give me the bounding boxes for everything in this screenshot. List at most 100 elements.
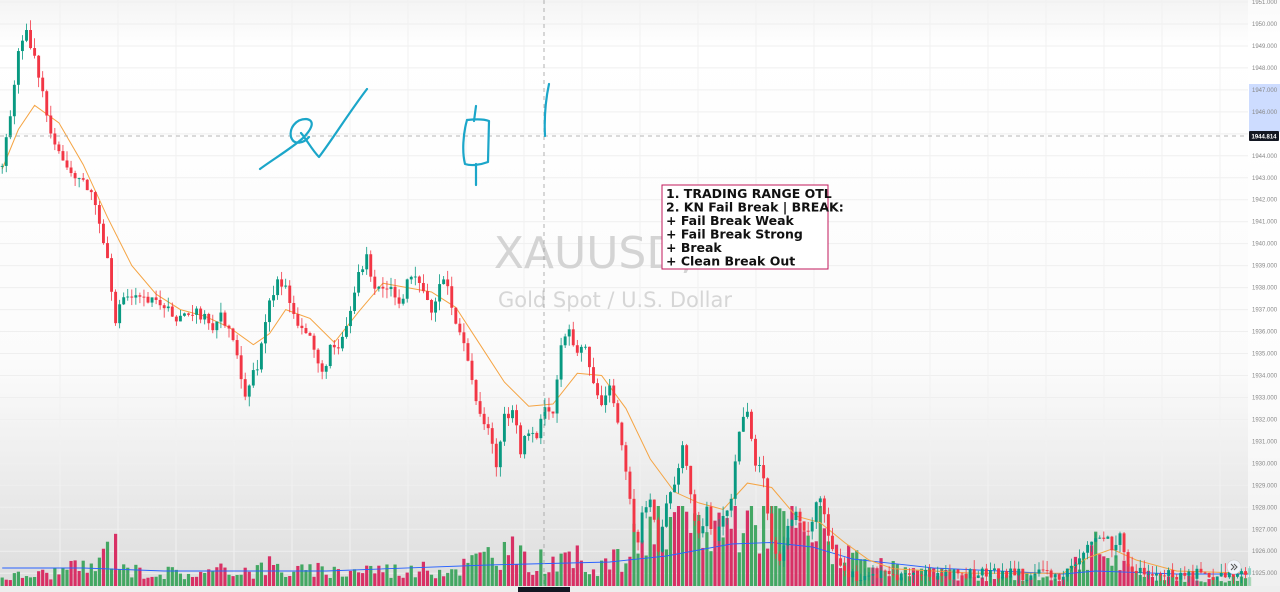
candle-body: [762, 465, 766, 479]
candle-body: [33, 48, 37, 56]
volume-bar: [1142, 576, 1146, 586]
candle-body: [1045, 570, 1049, 572]
grid: [0, 0, 1248, 586]
volume-bar: [361, 573, 365, 586]
candle-body: [883, 570, 887, 572]
candle: [871, 565, 875, 585]
candle-body: [114, 291, 118, 324]
candle: [272, 285, 275, 307]
candle: [466, 338, 470, 362]
volume-bar: [1049, 580, 1053, 586]
volume-bar: [255, 565, 259, 586]
candle: [956, 569, 960, 579]
volume-bar: [652, 544, 656, 586]
volume-bar: [883, 570, 887, 586]
candle: [1187, 568, 1191, 583]
candle-body: [211, 323, 215, 331]
volume-bar: [454, 569, 458, 586]
candle-body: [1037, 569, 1041, 574]
candle-body: [187, 313, 190, 315]
candle-body: [778, 553, 782, 561]
candle: [952, 568, 956, 587]
volume-bar: [1114, 555, 1118, 586]
candle-body: [713, 529, 717, 542]
candle: [474, 379, 478, 405]
candle: [373, 269, 377, 295]
candle: [381, 277, 385, 298]
scroll-to-realtime-button[interactable]: [1226, 559, 1242, 575]
candle: [754, 434, 757, 472]
volume-bar: [97, 557, 101, 586]
candle: [401, 294, 405, 306]
volume-bar: [729, 528, 733, 586]
candle: [689, 465, 693, 504]
volume-bar: [1094, 531, 1098, 586]
candle: [89, 188, 93, 201]
candle-body: [259, 343, 263, 370]
candle-body: [936, 573, 940, 580]
candle: [1195, 565, 1199, 585]
candle-body: [442, 279, 446, 285]
volume-bar: [717, 512, 721, 586]
candle: [673, 476, 676, 493]
candle-body: [1118, 533, 1122, 545]
volume-bar: [150, 576, 154, 586]
candle: [762, 455, 766, 488]
candle-body: [956, 569, 960, 574]
volume-bar: [1000, 576, 1005, 586]
candle: [976, 570, 980, 579]
annotation-box-frame[interactable]: [661, 184, 829, 270]
candle: [810, 517, 814, 540]
candlesticks[interactable]: [0, 20, 1252, 590]
volume-bar: [636, 553, 640, 586]
price-scale[interactable]: 1951.000 1950.000 1949.000 1948.000 1947.000…: [1248, 0, 1280, 592]
candle: [1090, 541, 1094, 552]
candle-body: [223, 312, 227, 326]
candle: [859, 573, 863, 585]
candle: [717, 519, 721, 544]
candle-body: [199, 308, 203, 320]
candle-body: [434, 301, 437, 313]
volume-bar: [907, 576, 911, 586]
volume-bar: [1130, 567, 1134, 586]
candle-body: [644, 507, 648, 513]
candle-body: [867, 575, 871, 577]
candle-body: [677, 468, 680, 485]
candle: [1240, 568, 1243, 584]
volume-bar: [478, 552, 482, 586]
volume-bar: [806, 535, 810, 586]
candle: [1045, 561, 1049, 575]
candle-body: [85, 179, 89, 191]
candle-body: [1053, 574, 1057, 578]
candle: [575, 339, 579, 357]
candle-body: [231, 328, 235, 341]
candle-body: [701, 526, 705, 534]
candle: [377, 285, 381, 292]
candle: [835, 548, 838, 560]
candle: [527, 429, 531, 441]
candle-body: [1017, 568, 1021, 576]
candle: [709, 502, 713, 535]
candle-body: [292, 302, 296, 315]
volume-bar: [105, 541, 110, 586]
candle-body: [166, 306, 170, 309]
candle: [292, 295, 296, 319]
volume-bar: [65, 569, 69, 586]
candle: [203, 310, 207, 325]
candle-body: [596, 383, 599, 396]
candle: [1086, 541, 1090, 560]
candle-body: [29, 30, 32, 49]
candle-body: [81, 178, 85, 180]
candle-body: [102, 223, 105, 244]
candle: [895, 569, 899, 588]
candle-body: [1078, 558, 1081, 565]
candle: [636, 529, 640, 551]
candle: [1159, 571, 1162, 582]
volume-bar: [859, 559, 863, 586]
candle-body: [652, 499, 656, 520]
candle: [235, 334, 239, 359]
candle-body: [547, 407, 551, 412]
annotation-box[interactable]: 1. TRADING RANGE OTL 2. KN Fail Break | …: [661, 184, 844, 270]
candle: [814, 501, 818, 529]
